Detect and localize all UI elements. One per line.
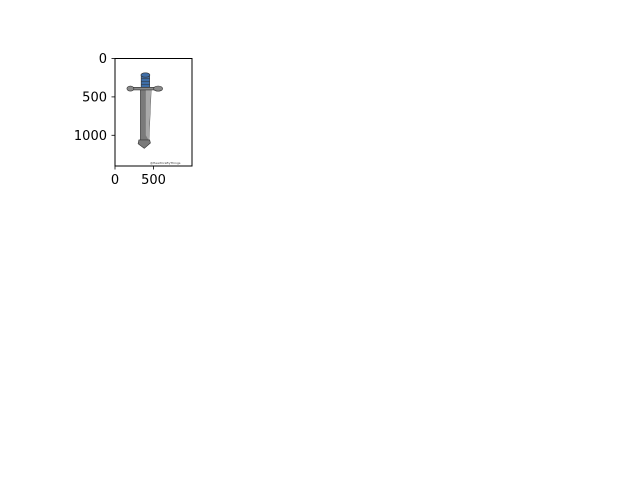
y-tick-label: 500 (82, 90, 107, 105)
axes-frame (114, 58, 193, 167)
x-tick-label: 500 (141, 173, 166, 188)
y-axis-ticks: 0 500 1000 (74, 52, 115, 144)
image-layer (126, 72, 163, 149)
sword-blade-highlight (145, 88, 152, 141)
x-axis-ticks: 0 500 (111, 166, 166, 188)
y-tick-label: 0 (99, 52, 107, 67)
y-tick-label: 1000 (74, 129, 107, 144)
crossguard-right-end (153, 85, 163, 92)
sword-pommel (140, 72, 151, 78)
sword-tip (137, 139, 151, 149)
watermark-text: @HeartCraftyThings (150, 161, 181, 165)
crossguard-left-end (126, 85, 135, 92)
x-tick-label: 0 (111, 173, 119, 188)
